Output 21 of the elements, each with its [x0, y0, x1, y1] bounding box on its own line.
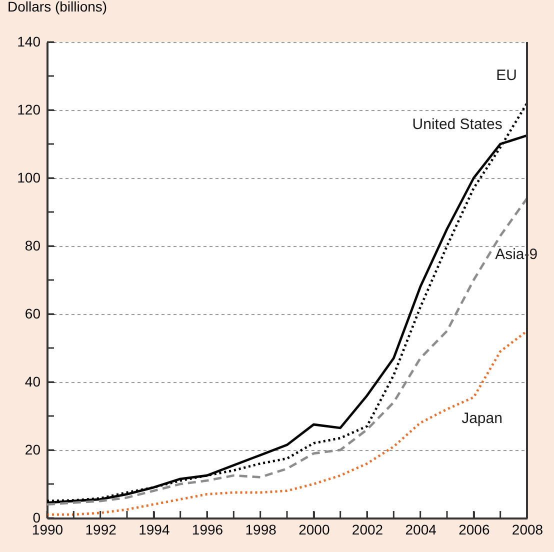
y-tick-label: 80 — [24, 238, 41, 254]
x-tick-label: 1996 — [192, 522, 224, 538]
x-tick-label: 2004 — [405, 522, 437, 538]
y-tick-label: 60 — [24, 306, 41, 322]
x-tick-label: 1992 — [85, 522, 117, 538]
y-tick-label: 20 — [24, 442, 41, 458]
y-tick-label: 100 — [17, 170, 41, 186]
x-tick-label: 1998 — [245, 522, 277, 538]
y-tick-label: 120 — [17, 102, 41, 118]
y-tick-label: 140 — [17, 34, 41, 50]
y-axis-title: Dollars (billions) — [8, 0, 108, 14]
line-series — [46, 330, 528, 516]
series-label: Japan — [462, 410, 502, 428]
series-label: EU — [496, 67, 517, 84]
x-tick-label: 2006 — [458, 522, 490, 538]
y-tick-label: 40 — [24, 374, 41, 390]
x-tick-label: 2002 — [352, 522, 384, 538]
x-tick-label: 2000 — [298, 522, 330, 538]
series-label: United States — [412, 116, 502, 133]
x-tick-label: 1994 — [138, 522, 170, 538]
x-tick-label: 2008 — [512, 522, 544, 538]
